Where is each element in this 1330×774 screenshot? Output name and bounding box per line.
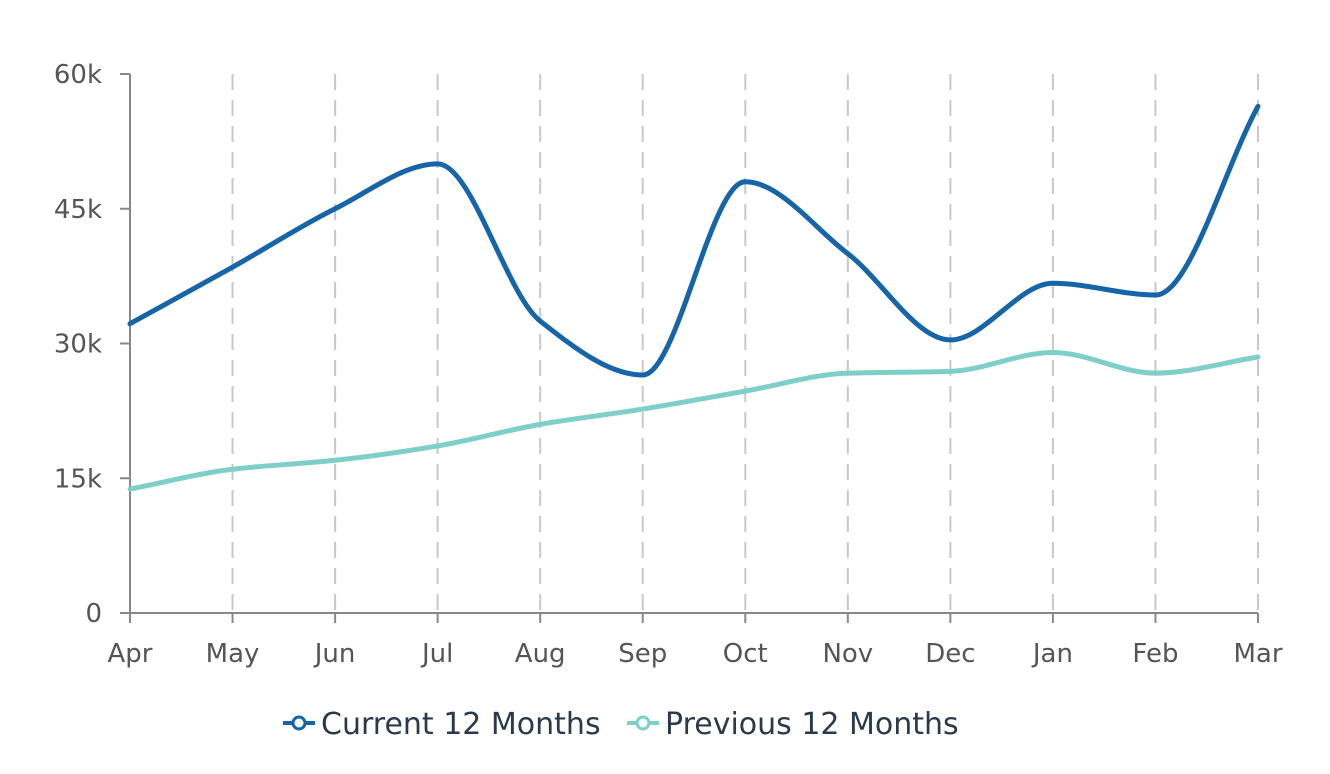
legend-item-current-12-months: Current 12 Months bbox=[283, 707, 601, 742]
y-tick-label-30k: 30k bbox=[54, 330, 102, 360]
legend: Current 12 Months Previous 12 Months bbox=[283, 707, 959, 742]
legend-marker-previous-12-months bbox=[635, 715, 651, 731]
x-tick-label-oct: Oct bbox=[723, 639, 768, 669]
legend-label-current-12-months: Current 12 Months bbox=[321, 707, 601, 742]
x-tick-label-jul: Jul bbox=[420, 639, 453, 669]
x-tick-label-aug: Aug bbox=[515, 639, 566, 669]
y-tick-label-0: 0 bbox=[85, 599, 102, 629]
x-tick-label-jun: Jun bbox=[313, 639, 356, 669]
y-tick-label-60k: 60k bbox=[54, 60, 102, 90]
y-tick-label-45k: 45k bbox=[54, 195, 102, 225]
x-tick-label-feb: Feb bbox=[1132, 639, 1178, 669]
legend-item-previous-12-months: Previous 12 Months bbox=[627, 707, 959, 742]
gridlines bbox=[231, 74, 1259, 613]
x-tick-label-may: May bbox=[206, 639, 260, 669]
legend-marker-current-12-months bbox=[291, 715, 307, 731]
legend-label-previous-12-months: Previous 12 Months bbox=[665, 707, 959, 742]
x-tick-label-apr: Apr bbox=[108, 639, 153, 669]
x-tick-label-dec: Dec bbox=[925, 639, 975, 669]
series-line-previous-12-months bbox=[127, 349, 1261, 492]
x-tick-label-sep: Sep bbox=[618, 639, 667, 669]
y-tick-label-15k: 15k bbox=[54, 464, 102, 494]
x-tick-label-mar: Mar bbox=[1233, 639, 1282, 669]
x-tick-label-jan: Jan bbox=[1031, 639, 1073, 669]
x-tick-label-nov: Nov bbox=[822, 639, 873, 669]
series-line-current-12-months bbox=[127, 103, 1261, 378]
